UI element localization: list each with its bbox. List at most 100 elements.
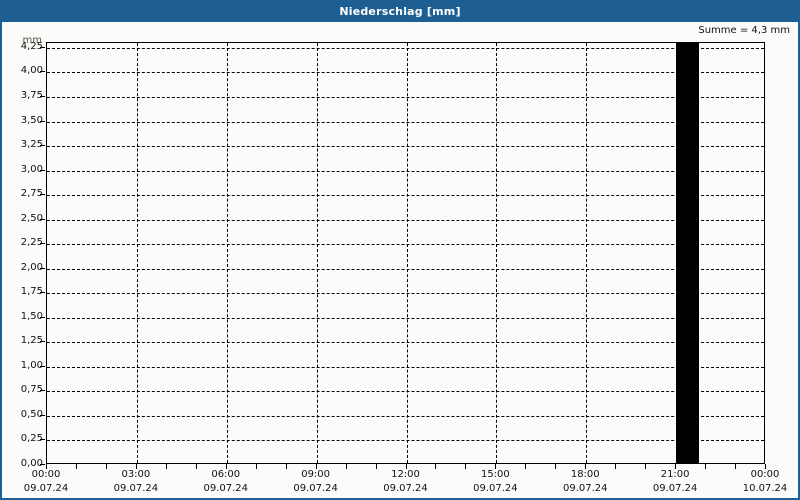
gridline-horizontal: [47, 170, 764, 172]
y-axis-tick: [40, 414, 45, 416]
x-axis-tick: [495, 464, 496, 469]
gridline-horizontal: [47, 146, 764, 148]
gridline-horizontal: [47, 219, 764, 221]
x-axis-tick-date: 09.07.24: [113, 483, 159, 494]
y-axis-tick: [40, 292, 45, 294]
y-axis-tick-label: 2,25: [20, 237, 43, 249]
x-axis-tick: [675, 464, 676, 469]
y-axis-tick-label: 1,00: [20, 359, 43, 371]
x-axis-tick: [76, 464, 77, 469]
y-axis-tick: [40, 145, 45, 147]
y-axis-tick: [40, 120, 45, 122]
x-axis-tick-label: 00:00 09.07.24: [2, 468, 91, 496]
y-axis-tick-label: 3,50: [20, 114, 43, 126]
x-axis-tick-time: 21:00: [660, 469, 690, 480]
x-axis-tick-date: 09.07.24: [23, 483, 69, 494]
x-axis-tick: [106, 464, 107, 469]
y-axis-tick: [40, 267, 45, 269]
gridline-horizontal: [47, 366, 764, 368]
gridline-horizontal: [47, 342, 764, 344]
x-axis-tick: [406, 464, 407, 469]
y-axis-tick-label: 3,00: [20, 163, 43, 175]
y-axis-tick-label: 4,25: [20, 40, 43, 52]
y-axis-tick: [40, 243, 45, 245]
x-axis-tick-date: 10.07.24: [742, 483, 788, 494]
gridline-horizontal: [47, 440, 764, 442]
y-axis-tick-label: 3,25: [20, 139, 43, 151]
y-axis-tick: [40, 194, 45, 196]
x-axis-tick: [376, 464, 377, 469]
x-axis-tick: [765, 464, 766, 469]
y-axis-tick: [40, 390, 45, 392]
gridline-horizontal: [47, 391, 764, 393]
y-axis-tick: [40, 316, 45, 318]
gridline-horizontal: [47, 47, 764, 49]
x-axis-tick-label: 12:00 09.07.24: [361, 468, 451, 496]
x-axis-tick-label: 03:00 09.07.24: [91, 468, 181, 496]
y-axis-tick-label: 3,75: [20, 89, 43, 101]
x-axis-tick-time: 12:00: [391, 469, 420, 480]
y-axis-tick-label: 0,25: [20, 433, 43, 445]
gridline-horizontal: [47, 317, 764, 319]
x-axis-tick: [196, 464, 197, 469]
x-axis-tick: [465, 464, 466, 469]
x-axis-tick-time: 03:00: [121, 469, 151, 480]
y-axis-tick-label: 1,75: [20, 286, 43, 298]
window-title-bar: Niederschlag [mm]: [2, 2, 798, 22]
y-axis-tick-label: 2,50: [20, 212, 43, 224]
x-axis-tick-label: 00:00 10.07.24: [720, 468, 798, 496]
x-axis-tick-date: 09.07.24: [293, 483, 338, 494]
y-axis-tick: [40, 71, 45, 73]
x-axis-tick-label: 15:00 09.07.24: [450, 468, 540, 496]
y-axis-tick: [40, 464, 45, 465]
gridline-horizontal: [47, 415, 764, 417]
y-axis-tick: [40, 341, 45, 343]
x-axis-ticks: [46, 464, 766, 470]
x-axis-labels: 00:00 09.07.24 03:00 09.07.24 06:00 09.07.24 0…: [2, 468, 798, 498]
x-axis-tick-time: 09:00: [301, 469, 331, 480]
gridline-vertical: [227, 43, 228, 463]
gridline-vertical: [407, 43, 408, 463]
sum-annotation: Summe = 4,3 mm: [698, 25, 790, 36]
gridline-horizontal: [47, 244, 764, 246]
x-axis-tick-time: 00:00: [31, 469, 61, 480]
bar: [676, 43, 699, 463]
y-axis-tick-label: 4,00: [20, 65, 43, 77]
x-axis-tick-label: 06:00 09.07.24: [181, 468, 271, 496]
x-axis-tick-label: 21:00 09.07.24: [630, 468, 720, 496]
x-axis-tick: [525, 464, 526, 469]
y-axis-tick-label: 0,00: [20, 458, 43, 469]
gridline-horizontal: [47, 121, 764, 123]
x-axis-tick: [346, 464, 347, 469]
y-axis-tick-label: 2,75: [20, 188, 43, 200]
gridline-horizontal: [47, 195, 764, 197]
y-axis-tick-label: 0,75: [20, 384, 43, 396]
y-axis-tick: [40, 439, 45, 441]
gridline-vertical: [317, 43, 318, 463]
x-axis-tick-label: 09:00 09.07.24: [271, 468, 361, 496]
x-axis-tick: [166, 464, 167, 469]
x-axis-tick-label: 18:00 09.07.24: [540, 468, 630, 496]
y-axis-tick: [40, 169, 45, 171]
gridline-horizontal: [47, 268, 764, 270]
x-axis-tick: [585, 464, 586, 469]
gridline-horizontal: [47, 72, 764, 74]
plot-area: [46, 42, 765, 464]
x-axis-tick-time: 15:00: [480, 469, 510, 480]
x-axis-tick: [256, 464, 257, 469]
x-axis-tick: [555, 464, 556, 469]
x-axis-tick: [735, 464, 736, 469]
gridline-horizontal: [47, 96, 764, 98]
y-axis-unit-label: mm: [22, 35, 42, 46]
y-axis-tick-label: 1,50: [20, 310, 43, 322]
x-axis-tick-time: 00:00: [750, 469, 780, 480]
y-axis-tick-label: 1,25: [20, 335, 43, 347]
x-axis-tick: [136, 464, 137, 469]
x-axis-tick: [645, 464, 646, 469]
y-axis-tick: [40, 365, 45, 367]
x-axis-tick: [435, 464, 436, 469]
y-axis-tick: [40, 46, 45, 48]
y-axis-tick-label: 2,00: [20, 261, 43, 273]
x-axis-tick: [705, 464, 706, 469]
